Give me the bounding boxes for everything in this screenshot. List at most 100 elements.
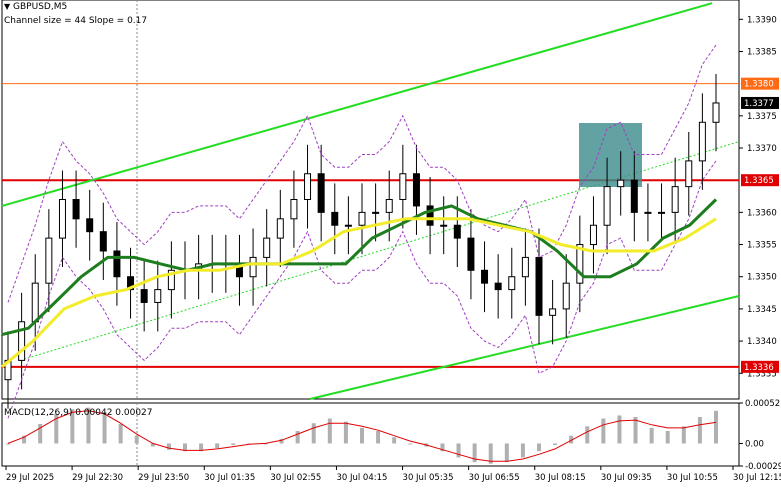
candle-body [412,173,420,207]
macd-bar [231,443,236,445]
x-tick-label: 29 Jul 23:50 [138,473,189,483]
candle-body [426,205,434,226]
candle-body [263,237,271,258]
candle-body [467,237,475,271]
candle-body [154,289,162,303]
candle-body [45,237,53,284]
candle-body [698,121,706,162]
level-badge [741,174,779,187]
highlight-box [579,123,642,187]
macd-bar [86,407,91,444]
level-badge-label: 1.3365 [744,176,774,186]
macd-bar [520,443,525,458]
macd-bar [585,426,590,444]
macd-tick-label: -0.00029 [745,462,781,472]
candle-body [399,173,407,201]
macd-bar [665,431,670,444]
dropdown-triangle-icon[interactable]: ▼ [4,2,11,11]
macd-bar [134,435,139,444]
main-plot-frame [1,0,740,400]
macd-bar [199,443,204,452]
envelope-upper [7,44,717,303]
macd-bar [488,443,493,464]
y-tick-label: 1.3360 [747,208,777,218]
candle-body [603,186,611,226]
candle-body [453,224,461,239]
candle-body [712,102,720,123]
macd-bar [295,431,300,444]
candle-body [671,186,679,213]
macd-bar [54,413,59,444]
candle-body [617,179,625,188]
y-tick-label: 1.3345 [747,305,777,315]
candle-body [304,173,312,201]
macd-signal-line [7,410,717,462]
candle-body [358,211,366,226]
macd-bar [553,443,558,445]
y-tick-label: 1.3350 [747,273,777,283]
y-tick-label: 1.3355 [747,241,777,251]
macd-bar [697,417,702,444]
level-badge [741,77,779,90]
candle-body [549,308,557,316]
candle-body [31,282,39,323]
candle-body [18,321,26,361]
x-tick-label: 30 Jul 01:35 [204,473,255,483]
indicator-label: Channel size = 44 Slope = 0.17 [4,16,148,26]
candle-body [344,224,352,227]
macd-bar [70,409,75,444]
macd-bar [6,443,10,445]
candle-body [140,289,148,303]
x-tick-label: 29 Jul 22:30 [72,473,123,483]
candle-body [86,218,94,233]
macd-bar [714,410,718,444]
current-price-label: 1.3377 [744,99,774,109]
candle-body [658,211,666,214]
macd-bar [601,418,606,444]
candle-body [58,199,66,239]
macd-bar [440,443,445,452]
symbol-header: ▼ GBPUSD,M5 [4,2,67,12]
candle-body [508,276,516,291]
macd-bar [376,431,381,444]
macd-bar [537,443,541,452]
candle-body [440,224,448,227]
candle-body [372,211,380,214]
candle-body [685,160,693,188]
candle-body [481,269,489,284]
macd-bar [311,423,316,444]
macd-bar [166,443,171,450]
y-tick-label: 1.3390 [747,15,777,25]
macd-bar [38,424,43,444]
candle-body [167,269,175,291]
candle-body [276,218,284,239]
x-tick-label: 30 Jul 10:55 [667,473,718,483]
y-tick-label: 1.3375 [747,112,777,122]
channel-lower-line [309,295,740,400]
level-badge-label: 1.3380 [744,80,774,90]
candle-body [249,256,257,278]
macd-tick-label: 0.00 [745,439,764,449]
y-tick-label: 1.3335 [747,369,777,379]
macd-bar [360,427,364,444]
candle-body [331,211,339,226]
macd-tick-label: 0.00052 [745,399,780,409]
candle-body [630,179,638,213]
candle-body [494,282,502,291]
y-tick-label: 1.3385 [747,47,777,57]
candle-body [127,276,135,291]
candle-body [385,199,393,213]
x-tick-label: 30 Jul 09:35 [601,473,652,483]
symbol-label: GBPUSD,M5 [13,2,68,12]
macd-bar [263,443,268,445]
x-tick-label: 30 Jul 08:15 [535,473,586,483]
macd-bar [472,443,477,463]
candle-body [521,256,529,278]
macd-bar [569,435,574,444]
candle-body [644,211,652,214]
macd-bar [681,426,686,444]
macd-bar [617,415,622,444]
macd-bar [327,418,332,444]
envelope-lower [7,160,717,419]
